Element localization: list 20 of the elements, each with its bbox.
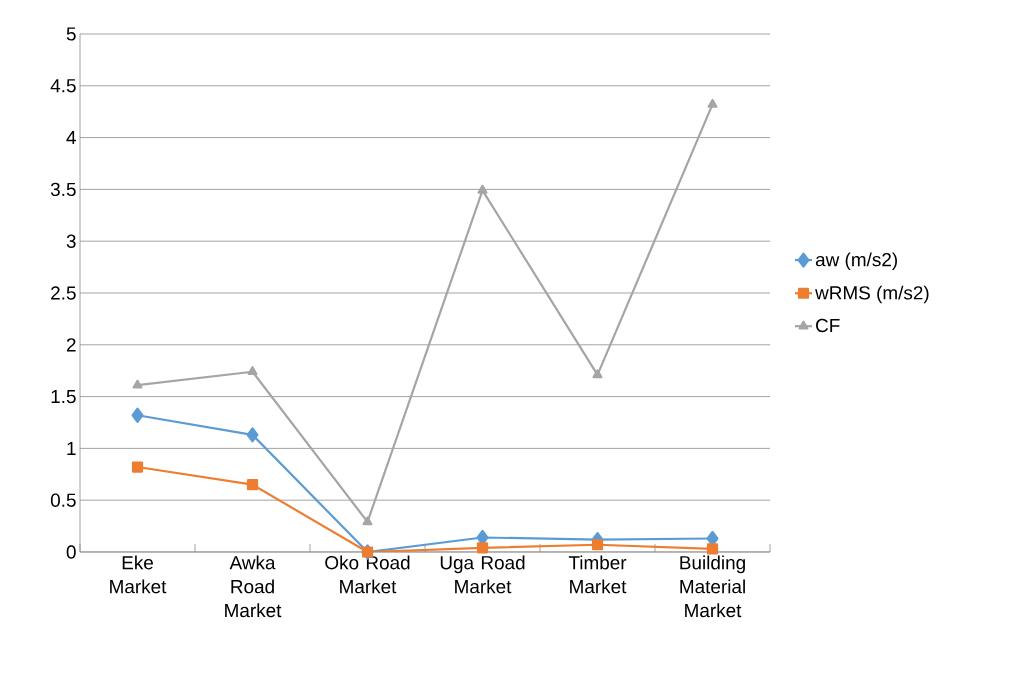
y-tick-label: 1 <box>67 441 76 455</box>
y-tick-label: 3.5 <box>50 182 76 197</box>
legend-label: aw (m/s2) <box>815 252 897 271</box>
y-tick-label: 0 <box>66 545 76 559</box>
y-tick-label: 2.5 <box>51 286 76 300</box>
y-tick-label: 0.5 <box>50 493 76 507</box>
y-tick-label: 5 <box>66 27 76 41</box>
x-tick-label: Awka Road Market <box>225 555 282 618</box>
x-tick-label: Oko Road Market <box>325 555 410 594</box>
x-tick-label: Eke Market <box>110 555 167 594</box>
legend-label: CF <box>816 318 840 333</box>
y-tick-label: 4 <box>66 131 76 145</box>
y-tick-label: 4.5 <box>50 79 76 93</box>
x-tick-label: Timber Market <box>568 555 627 594</box>
y-tick-label: 3 <box>66 234 76 248</box>
y-tick-label: 2 <box>66 338 76 352</box>
y-tick-label: 1.5 <box>51 389 76 404</box>
x-tick-label: Uga Road Market <box>440 555 525 594</box>
legend-label: wRMS (m/s2) <box>815 285 929 304</box>
x-tick-label: Building Material Market <box>680 555 745 618</box>
